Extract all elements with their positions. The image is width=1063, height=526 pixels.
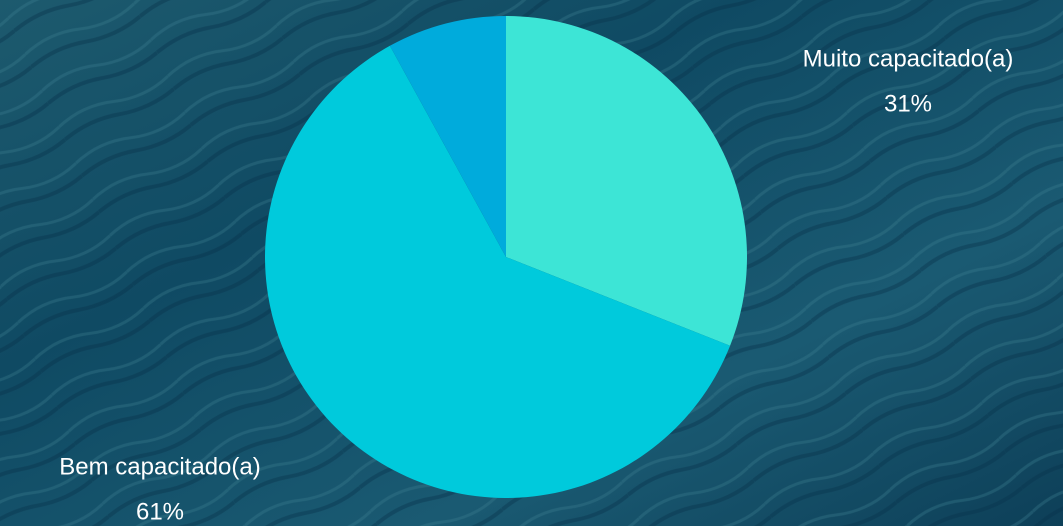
slice-value-label: 61% [136, 498, 184, 525]
pie-slice [265, 45, 731, 498]
pie-slice [506, 16, 747, 346]
pie-slice [389, 16, 506, 257]
slice-label: Bem capacitado(a) [59, 453, 260, 480]
slice-value-label: 31% [884, 90, 932, 117]
slice-label: Muito capacitado(a) [803, 45, 1014, 72]
